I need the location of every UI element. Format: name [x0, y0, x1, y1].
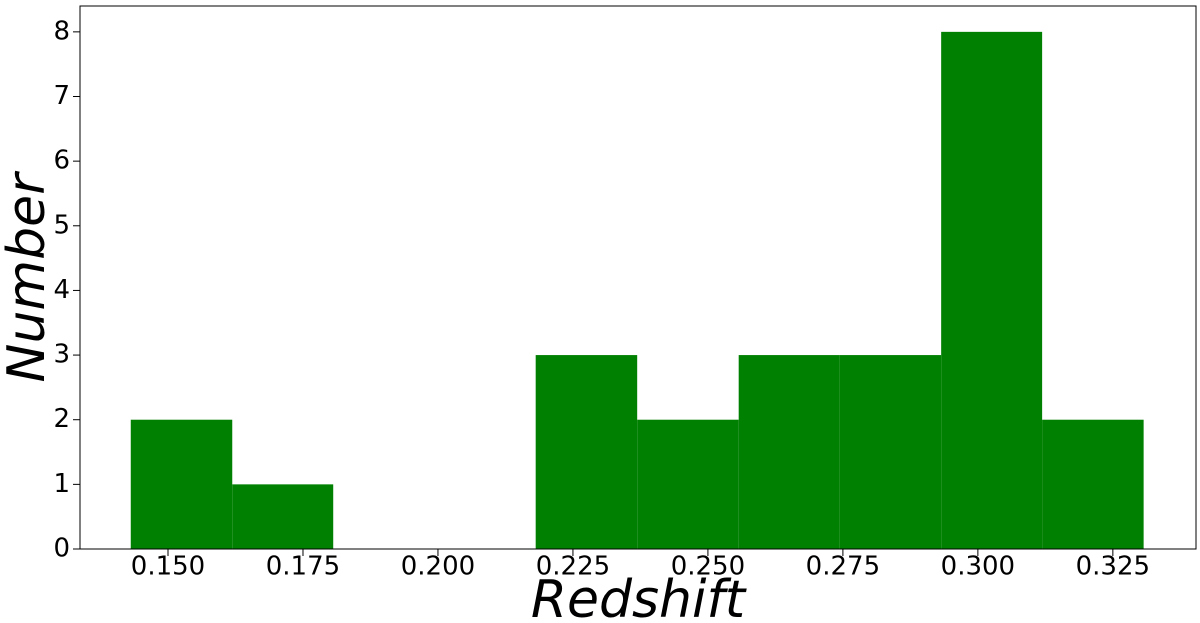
bar — [130, 419, 233, 549]
x-axis-label: Redshift — [531, 570, 747, 623]
y-tick-label: 4 — [53, 275, 70, 305]
bar — [1042, 419, 1144, 549]
x-tick-label: 0.275 — [806, 552, 880, 582]
x-tick-label: 0.300 — [941, 552, 1015, 582]
bar — [941, 31, 1043, 550]
x-tick-label: 0.200 — [401, 552, 475, 582]
x-tick-label: 0.175 — [266, 552, 340, 582]
x-tick-label: 0.325 — [1076, 552, 1150, 582]
y-tick-label: 0 — [53, 534, 70, 564]
y-tick-label: 5 — [53, 210, 70, 240]
x-tick-label: 0.225 — [536, 552, 610, 582]
bar — [637, 419, 739, 549]
bar — [535, 355, 638, 549]
y-axis-label: Number — [0, 170, 57, 383]
x-tick-label: 0.250 — [671, 552, 745, 582]
plot-frame — [79, 5, 1197, 550]
x-tick-label: 0.150 — [131, 552, 205, 582]
y-tick-label: 6 — [53, 146, 70, 176]
y-tick-label: 8 — [53, 16, 70, 46]
y-tick-label: 7 — [53, 81, 70, 111]
y-tick-label: 2 — [53, 404, 70, 434]
y-tick-label: 1 — [53, 469, 70, 499]
bar — [738, 355, 840, 549]
y-tick-label: 3 — [53, 340, 70, 370]
bar — [839, 355, 942, 549]
bar — [232, 484, 334, 549]
